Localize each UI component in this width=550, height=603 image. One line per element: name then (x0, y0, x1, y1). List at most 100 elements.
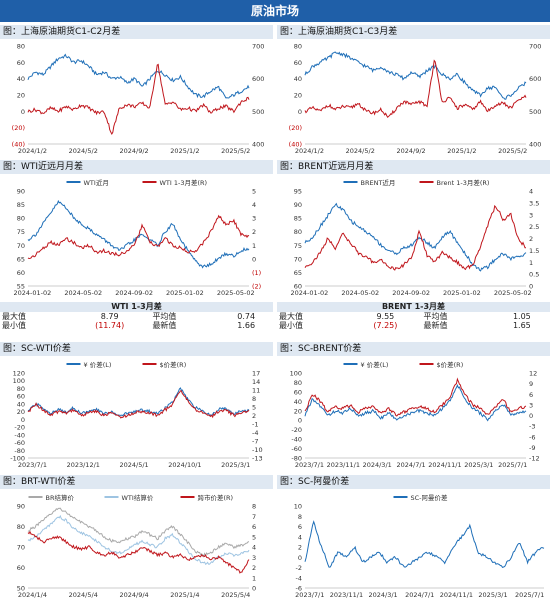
y2-tick-label: 8 (252, 395, 256, 403)
legend-item: BRENT近月 (343, 178, 396, 187)
stat-value: 1.05 (512, 312, 531, 321)
y-tick-label: -2 (296, 564, 302, 572)
x-tick-label: 2025/3/1 (464, 461, 493, 469)
stat-value: 1.65 (512, 321, 531, 330)
x-tick-label: 2023/11/1 (330, 591, 363, 599)
y2-tick-label: 6 (252, 523, 256, 531)
y-tick-label: 20 (17, 92, 25, 100)
legend-item: $价差(R) (142, 360, 187, 369)
y2-tick-label: 700 (252, 43, 264, 51)
y-tick-label: 0 (21, 416, 25, 424)
legend-label: WTI 1-3月差(R) (160, 178, 208, 187)
y-tick-label: -40 (14, 431, 25, 439)
y2-tick-label: 0 (252, 255, 256, 263)
y2-tick-label: 4 (252, 544, 256, 552)
legend-label: BRENT近月 (361, 178, 396, 187)
section-title-sc-c1c2: 图：上海原油期货C1-C2月差 (0, 25, 273, 39)
stat-label: 最大值 (2, 312, 26, 321)
series-line (304, 520, 545, 569)
y2-tick-label: 2.5 (529, 223, 539, 231)
x-tick-label: 2024-05-02 (341, 289, 379, 297)
y-tick-label: 80 (17, 385, 25, 393)
legend-label: 跨市价差(R) (198, 493, 234, 502)
stat-label: 最小值 (279, 321, 303, 330)
x-tick-label: 2023/7/1 (18, 461, 47, 469)
y-tick-label: 80 (294, 228, 302, 236)
stats-brent: BRENT 1-3月差 最大值 9.55 平均值 1.05 最小值 (7.25)… (277, 302, 550, 330)
legend-label: Brent 1-3月差(R) (437, 178, 490, 187)
y2-tick-label: 14 (252, 378, 260, 386)
y2-tick-label: -13 (252, 455, 263, 463)
y-tick-label: 85 (17, 201, 25, 209)
y2-tick-label: -12 (529, 455, 540, 463)
section-title-brt-wti: 图：BRT-WTI价差 (0, 475, 273, 489)
y2-tick-label: 17 (252, 370, 260, 378)
chart-sc-c1c2: 80 60 40 20 0 (20) (40) 700 600 500 400 2024/1/2 202… (12, 43, 265, 156)
y2-tick-label: 7 (252, 513, 256, 521)
y-tick-label: -20 (14, 424, 25, 432)
y-tick-label: 0 (21, 108, 25, 116)
section-title-brent-spread: 图：BRENT近远月月差 (277, 160, 550, 174)
series-line (27, 214, 250, 260)
legend-item: WTI近月 (66, 178, 109, 187)
y-tick-label: 65 (294, 269, 302, 277)
x-tick-label: 2025-01-02 (443, 289, 481, 297)
y2-tick-label: 3 (529, 211, 533, 219)
y2-tick-label: 0 (252, 585, 256, 593)
y2-tick-label: 5 (252, 404, 256, 412)
x-tick-label: 2024/9/4 (119, 591, 148, 599)
chart-sc-brent: ¥ 价差(L) $价差(R)100806040200-20-40-60-80129… (290, 360, 540, 469)
legend-item: SC-阿曼价差 (393, 493, 448, 502)
x-tick-label: 2025-05-02 (217, 289, 255, 297)
y2-tick-label: -7 (252, 438, 258, 446)
y2-tick-label: 400 (529, 141, 541, 149)
y2-tick-label: 4 (529, 188, 533, 196)
series-line (304, 384, 527, 422)
y-tick-label: 60 (294, 59, 302, 67)
y-tick-label: 80 (294, 379, 302, 387)
y2-tick-label: 6 (529, 391, 533, 399)
y-tick-label: 60 (17, 564, 25, 572)
y-tick-label: -80 (291, 455, 302, 463)
y-tick-label: 120 (13, 370, 25, 378)
y2-tick-label: 2 (252, 412, 256, 420)
y2-tick-label: 3 (252, 215, 256, 223)
y-tick-label: 60 (17, 393, 25, 401)
x-tick-label: 2025-01-02 (166, 289, 204, 297)
stat-value: 8.79 (100, 312, 119, 321)
x-tick-label: 2025/5/2 (221, 147, 250, 155)
x-tick-label: 2025/1/2 (170, 147, 199, 155)
y-tick-label: 75 (294, 242, 302, 250)
x-tick-label: 2025/1/2 (447, 147, 476, 155)
y-tick-label: 10 (294, 503, 302, 511)
stat-value: 9.55 (376, 312, 395, 321)
legend-item: Brent 1-3月差(R) (419, 178, 490, 187)
legend-item: BR结算价 (28, 493, 74, 502)
y-tick-label: 0 (298, 417, 302, 425)
y2-tick-label: -9 (529, 444, 535, 452)
y2-tick-label: 2 (529, 235, 533, 243)
y-tick-label: 40 (17, 400, 25, 408)
y-tick-label: 80 (17, 215, 25, 223)
x-tick-label: 2024/1/4 (18, 591, 47, 599)
y2-tick-label: 0 (529, 412, 533, 420)
y-tick-label: 4 (298, 533, 302, 541)
y-tick-label: 60 (294, 283, 302, 291)
x-tick-label: 2023/11/1 (327, 461, 360, 469)
legend-label: $价差(R) (160, 360, 187, 369)
y-tick-label: (20) (12, 124, 25, 132)
y2-tick-label: -10 (252, 446, 263, 454)
y-tick-label: -60 (291, 445, 302, 453)
series-line (304, 377, 527, 417)
series-line (304, 51, 527, 100)
series-line (27, 199, 250, 269)
y2-tick-label: -4 (252, 429, 258, 437)
series-line (304, 204, 526, 271)
y-tick-label: 90 (17, 503, 25, 511)
y-tick-label: 40 (294, 398, 302, 406)
x-tick-label: 2024-05-02 (64, 289, 102, 297)
stat-value: (11.74) (95, 321, 125, 330)
y-tick-label: 80 (17, 523, 25, 531)
y2-tick-label: 600 (252, 75, 264, 83)
series-line (27, 514, 250, 566)
